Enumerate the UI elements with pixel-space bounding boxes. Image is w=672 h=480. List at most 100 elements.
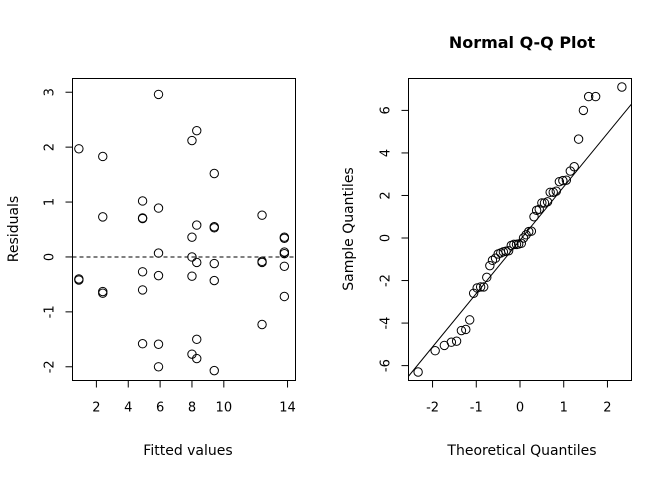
y-tick-label: 6 (379, 106, 394, 114)
data-point (137, 213, 148, 224)
data-point (558, 175, 568, 186)
x-tick-label: 14 (279, 401, 296, 416)
data-point (516, 238, 527, 249)
y-tick-label: 1 (43, 198, 58, 206)
data-point (545, 187, 555, 197)
data-point (153, 89, 164, 100)
data-point (187, 252, 197, 262)
y-tick-label: -2 (379, 274, 394, 287)
data-point (542, 197, 553, 207)
data-point (137, 339, 148, 349)
x-tick-label: 8 (188, 401, 196, 416)
y-tick-label: -6 (379, 359, 394, 372)
data-point (583, 91, 594, 102)
data-point (279, 261, 290, 271)
data-point (137, 285, 148, 295)
y-axis: -6 -4 -2 0 2 4 6 (379, 106, 409, 372)
data-point (475, 282, 486, 292)
x-tick-label: 0 (516, 401, 524, 416)
y-axis: -2 -1 0 1 2 3 (43, 88, 73, 373)
data-point (617, 82, 627, 92)
data-point (534, 204, 544, 214)
data-point (569, 162, 579, 172)
data-point (482, 272, 492, 283)
points-group (74, 89, 290, 376)
data-point (187, 271, 197, 281)
data-point (192, 334, 202, 345)
data-point (74, 144, 84, 154)
data-point (257, 319, 267, 330)
data-point (487, 255, 498, 266)
x-tick-label: -1 (470, 401, 483, 416)
plot-frame (72, 78, 296, 381)
data-point (537, 198, 547, 208)
x-tick-label: 2 (603, 401, 611, 416)
x-tick-label: 6 (156, 401, 164, 416)
data-point (479, 282, 489, 292)
data-point (279, 248, 290, 259)
data-point (529, 212, 539, 222)
data-point (209, 365, 219, 376)
data-point (209, 258, 219, 269)
data-point (98, 288, 108, 298)
y-axis-title: Residuals (6, 196, 22, 262)
residuals-vs-fitted-panel: Fitted values Residuals 2 4 6 8 10 14 -2 -1 0 1 2… (6, 78, 296, 459)
x-axis-title: Theoretical Quantiles (446, 443, 596, 459)
data-point (451, 336, 462, 346)
data-point (187, 135, 197, 146)
data-point (187, 232, 197, 242)
data-point (192, 257, 202, 268)
data-point (430, 346, 440, 356)
data-point (509, 239, 519, 250)
data-point (257, 210, 267, 220)
data-point (137, 196, 148, 206)
data-point (279, 291, 290, 302)
y-tick-label: 0 (43, 253, 58, 261)
y-tick-label: -1 (43, 305, 58, 318)
data-point (98, 212, 108, 222)
data-point (192, 220, 202, 230)
x-axis: -2 -1 0 1 2 (426, 380, 612, 416)
data-point (137, 267, 148, 277)
x-axis-title: Fitted values (143, 443, 232, 459)
y-tick-label: -4 (379, 317, 394, 330)
data-point (518, 233, 529, 243)
x-tick-label: 1 (560, 401, 568, 416)
data-point (446, 337, 457, 347)
data-point (192, 125, 202, 136)
data-point (590, 91, 601, 102)
data-point (279, 233, 290, 243)
data-point (468, 288, 479, 299)
data-point (98, 151, 108, 162)
data-point (153, 203, 164, 213)
y-tick-label: -2 (43, 360, 58, 373)
data-point (153, 248, 164, 258)
x-tick-label: 2 (92, 401, 100, 416)
data-point (209, 168, 219, 179)
data-point (192, 353, 202, 364)
data-point (578, 105, 589, 116)
data-point (187, 349, 197, 359)
x-tick-label: 10 (216, 401, 233, 416)
data-point (209, 223, 219, 233)
y-tick-label: 0 (379, 234, 394, 242)
x-axis: 2 4 6 8 10 14 (92, 380, 296, 416)
data-point (465, 315, 475, 325)
data-point (257, 257, 267, 268)
x-tick-label: -2 (426, 401, 439, 416)
y-tick-label: 4 (379, 149, 394, 157)
data-point (461, 324, 471, 335)
chart-title: Normal Q-Q Plot (449, 33, 596, 52)
data-point (456, 325, 467, 336)
data-point (551, 186, 561, 196)
x-tick-label: 4 (124, 401, 132, 416)
data-point (153, 339, 164, 349)
y-tick-label: 3 (43, 88, 58, 96)
qq-plot-panel: Normal Q-Q Plot Theoretical Quantiles Sa… (341, 33, 632, 459)
data-point (573, 134, 584, 144)
data-point (153, 270, 164, 281)
data-point (74, 275, 84, 285)
data-point (526, 226, 537, 236)
y-tick-label: 2 (43, 143, 58, 151)
